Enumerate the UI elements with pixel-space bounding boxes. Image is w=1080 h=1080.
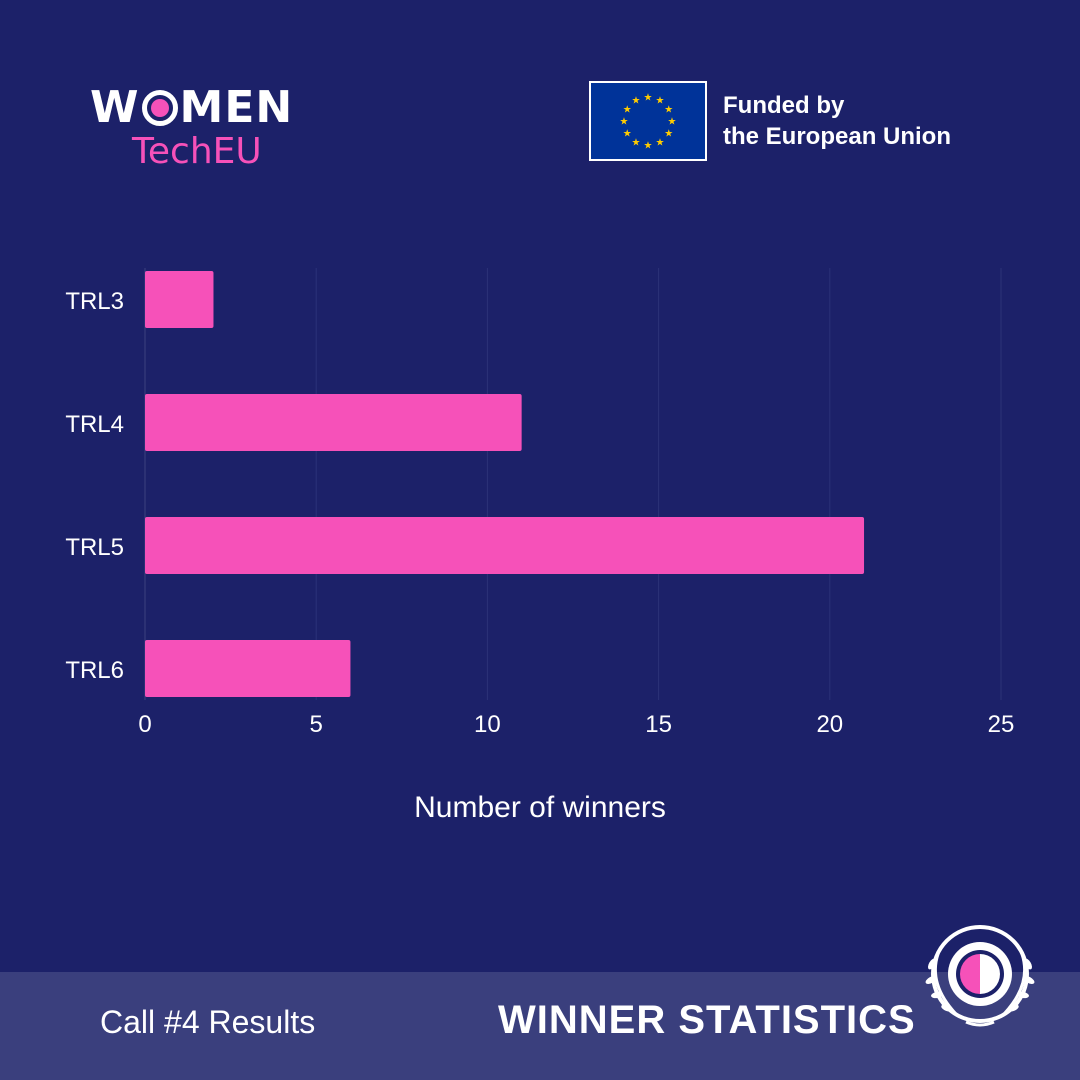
x-tick-label: 15 [645, 711, 672, 738]
logo-women-men: MEN [179, 82, 294, 133]
eu-flag-icon: ★ ★ ★ ★ ★ ★ ★ ★ ★ ★ ★ ★ [589, 81, 707, 161]
eu-star-icon: ★ [668, 117, 677, 128]
bar [145, 640, 351, 697]
eu-star-icon: ★ [664, 129, 673, 140]
eu-star-icon: ★ [664, 105, 673, 116]
eu-star-icon: ★ [620, 117, 629, 128]
footer-title: WINNER STATISTICS [498, 998, 916, 1042]
x-tick-label: 25 [988, 711, 1015, 738]
bar-chart: 0 5 10 15 20 25 TRL3 TRL4 TRL5 TRL6 Number of winn… [65, 268, 1015, 824]
eu-funding-line2: the European Union [723, 123, 951, 150]
eu-star-icon: ★ [632, 96, 641, 107]
y-tick-label: TRL4 [65, 411, 124, 438]
logo-o-icon [141, 90, 178, 126]
x-tick-label: 20 [816, 711, 843, 738]
x-tick-label: 5 [310, 711, 323, 738]
logo-techeu-text: TechEU [132, 131, 262, 172]
footer-bar: Call #4 Results WINNER STATISTICS [0, 972, 1080, 1080]
eu-star-icon: ★ [656, 137, 665, 148]
eu-star-icon: ★ [623, 105, 632, 116]
footer-call-label: Call #4 Results [100, 1004, 316, 1040]
y-tick-label: TRL5 [65, 534, 124, 561]
eu-funding-badge: ★ ★ ★ ★ ★ ★ ★ ★ ★ ★ ★ ★ Funded by the European Unio… [589, 81, 951, 161]
eu-star-icon: ★ [632, 137, 641, 148]
eu-funding-line1: Funded by [723, 92, 845, 119]
women-techeu-logo: W MEN TechEU [90, 84, 293, 172]
y-tick-label: TRL6 [65, 657, 124, 684]
logo-women-text: W MEN [90, 84, 293, 132]
laurel-badge-icon [925, 925, 1035, 1027]
logo-women-w: W [90, 82, 140, 133]
x-tick-label: 10 [474, 711, 501, 738]
eu-funding-text: Funded by the European Union [723, 90, 951, 152]
bar [145, 271, 214, 328]
x-axis-label: Number of winners [414, 791, 666, 824]
y-tick-label: TRL3 [65, 288, 124, 315]
eu-star-icon: ★ [656, 96, 665, 107]
bar [145, 394, 522, 451]
eu-star-icon: ★ [644, 141, 653, 152]
x-tick-label: 0 [138, 711, 151, 738]
bar [145, 517, 865, 574]
eu-star-icon: ★ [623, 129, 632, 140]
eu-star-icon: ★ [644, 93, 653, 104]
